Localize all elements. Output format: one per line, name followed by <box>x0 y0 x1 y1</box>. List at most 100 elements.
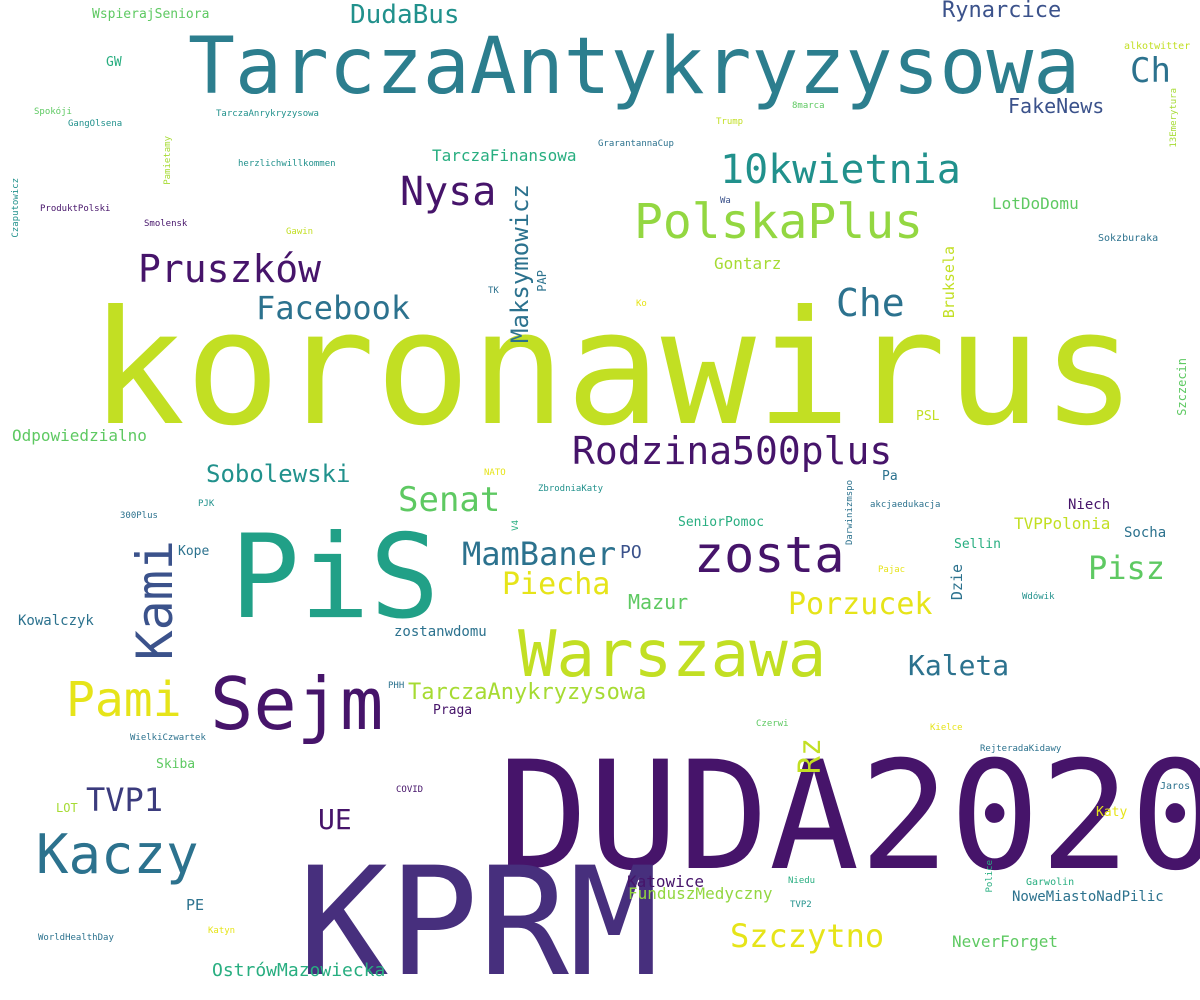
word: alkotwitter <box>1124 41 1191 52</box>
word: WorldHealthDay <box>38 933 114 943</box>
word: Garwolin <box>1026 877 1075 888</box>
word: zostanwdomu <box>394 624 487 640</box>
word: FakeNews <box>1008 94 1105 118</box>
word: Sejm <box>210 662 384 746</box>
word: Facebook <box>256 289 411 327</box>
word: Kielce <box>930 723 963 733</box>
word: Rz <box>793 738 828 775</box>
word: TarczaAnrykryzysowa <box>216 109 319 119</box>
word: Sellin <box>954 537 1001 552</box>
word: UE <box>318 803 352 836</box>
word: Szczytno <box>730 917 885 955</box>
word: Socha <box>1124 525 1167 541</box>
word: Skiba <box>156 757 196 772</box>
word: GW <box>106 55 122 70</box>
word: Sobolewski <box>206 460 351 488</box>
word: 13Emerytura <box>1169 88 1179 148</box>
word: Pamietamy <box>163 136 173 185</box>
word: PHH <box>388 681 405 691</box>
word: Warszawa <box>518 618 827 692</box>
word: TarczaFinansowa <box>432 146 577 165</box>
word: Gontarz <box>714 254 782 273</box>
word: PJK <box>198 499 215 509</box>
word: Niedu <box>788 876 816 886</box>
word: Ko <box>636 299 647 309</box>
word: Dzie <box>948 564 966 601</box>
word: TVP2 <box>790 900 812 910</box>
word: Pruszków <box>138 247 322 291</box>
word: OstrówMazowiecka <box>212 960 386 981</box>
word: Senat <box>398 480 501 520</box>
word: Katowice <box>627 872 705 891</box>
word: Rodzina500plus <box>572 429 893 473</box>
word: PE <box>186 896 205 914</box>
word: SeniorPomoc <box>678 515 765 530</box>
word: Smolensk <box>144 219 188 229</box>
word: V4 <box>511 520 521 531</box>
word: COVID <box>396 785 424 795</box>
word: Gawin <box>286 227 314 237</box>
word: TVP1 <box>86 781 164 819</box>
word: NATO <box>484 468 506 478</box>
word: Che <box>836 281 905 325</box>
word: Police <box>985 860 995 893</box>
word: Katy <box>1096 805 1128 820</box>
word: Kope <box>178 544 210 559</box>
word: Sokzburaka <box>1098 233 1159 244</box>
word: Maksymowicz <box>506 184 534 343</box>
word: LOT <box>56 801 78 815</box>
word: NoweMiastoNadPilic <box>1012 889 1164 905</box>
word: Pisz <box>1088 549 1166 587</box>
word: Kaleta <box>908 649 1010 682</box>
word: Kowalczyk <box>18 613 94 629</box>
word: ProduktPolski <box>40 204 111 214</box>
word: Trump <box>716 117 744 127</box>
word: koronawirus <box>90 277 1137 461</box>
word: PolskaPlus <box>634 194 923 250</box>
word: WspierajSeniora <box>92 7 210 22</box>
word: KPRM <box>298 836 660 1000</box>
word: Jaros <box>1160 781 1191 792</box>
word: Pami <box>66 672 182 728</box>
word: TVPPolonia <box>1014 514 1111 533</box>
word: Darwinizmspo <box>845 480 855 546</box>
word: zosta <box>694 526 845 584</box>
word: Porzucek <box>788 587 933 622</box>
word: Odpowiedzialno <box>12 426 147 445</box>
word: Niech <box>1068 497 1111 513</box>
word: WielkiCzwartek <box>130 733 206 743</box>
word: GrarantannaCup <box>598 139 674 149</box>
word: LotDoDomu <box>992 194 1079 213</box>
word: Czerwi <box>756 719 789 729</box>
word: Pa <box>882 469 898 484</box>
word: Szczecin <box>1175 358 1189 416</box>
word: Ch <box>1130 51 1171 91</box>
word: Wdówik <box>1022 592 1055 602</box>
word: Czaputowicz <box>11 178 21 238</box>
word: 300Plus <box>120 511 158 521</box>
word: Nysa <box>400 169 497 215</box>
word: DUDA2020 <box>498 730 1200 904</box>
word: Bruksela <box>940 246 958 319</box>
word: Pajac <box>878 565 906 575</box>
word: FunduszMedyczny <box>628 884 773 903</box>
word: MamBaner <box>462 535 617 573</box>
word: ZbrodniaKaty <box>538 484 604 494</box>
word: Kaczy <box>36 823 199 886</box>
word: PSL <box>916 409 940 424</box>
word: 10kwietnia <box>720 147 961 193</box>
word: DudaBus <box>350 0 460 30</box>
word: akcjaedukacja <box>870 500 941 510</box>
word: herzlichwillkommen <box>238 159 336 169</box>
word: TarczaAntykryzysowa <box>188 22 1081 112</box>
word: Kami <box>126 540 184 661</box>
word: Mazur <box>628 590 689 614</box>
word: GangOlsena <box>68 119 123 129</box>
word: Piecha <box>502 567 611 602</box>
word: TarczaAnykryzysowa <box>408 680 647 705</box>
word: RejteradaKidawy <box>980 744 1062 754</box>
word: Katyn <box>208 926 236 936</box>
word: Rynarcice <box>942 0 1062 23</box>
word: 8marca <box>792 101 825 111</box>
